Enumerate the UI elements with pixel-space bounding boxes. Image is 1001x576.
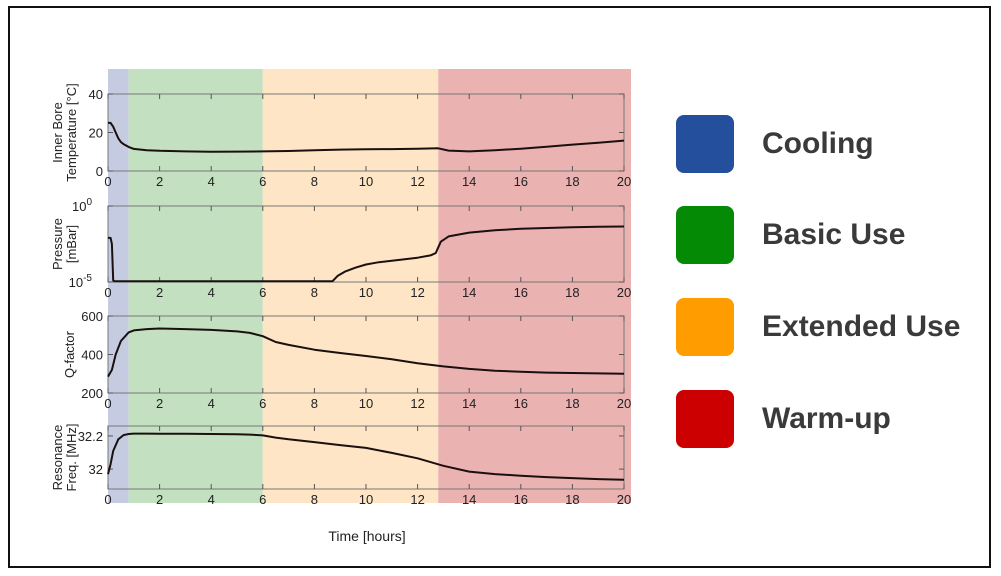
x-tick-label: 18	[565, 492, 579, 507]
y-axis-label: Freq. [MHz]	[64, 424, 79, 492]
panel-1: 0 2 4 6 8 10 12 14 16 18 20 0 20 40 Inner Bore Temperat…	[50, 83, 631, 189]
x-tick-label: 20	[617, 174, 631, 189]
x-tick-label: 14	[462, 396, 476, 411]
x-tick-label: 6	[259, 492, 266, 507]
x-axis-label: Time [hours]	[328, 528, 405, 544]
legend-swatch-cooling	[676, 115, 734, 173]
x-tick-label: 10	[359, 492, 373, 507]
x-tick-label: 4	[208, 492, 215, 507]
x-tick-label: 4	[208, 174, 215, 189]
x-tick-label: 2	[156, 174, 163, 189]
x-tick-label: 0	[104, 492, 111, 507]
x-tick-label: 18	[565, 174, 579, 189]
x-tick-label: 8	[311, 396, 318, 411]
x-tick-label: 4	[208, 285, 215, 300]
data-line	[108, 121, 625, 153]
y-axis-label: Pressure	[50, 218, 65, 270]
x-tick-label: 16	[514, 492, 528, 507]
x-tick-label: 10	[359, 396, 373, 411]
phase-backgrounds	[108, 69, 631, 503]
y-tick-label: 200	[81, 386, 103, 401]
x-tick-label: 6	[259, 174, 266, 189]
x-tick-label: 8	[311, 492, 318, 507]
x-tick-label: 4	[208, 396, 215, 411]
y-tick-label: 20	[89, 126, 103, 141]
x-tick-label: 14	[462, 492, 476, 507]
legend-label-extended-use: Extended Use	[762, 310, 961, 343]
x-tick-label: 6	[259, 285, 266, 300]
data-line	[108, 225, 625, 283]
x-tick-label: 20	[617, 396, 631, 411]
x-tick-label: 16	[514, 285, 528, 300]
x-tick-label: 8	[311, 174, 318, 189]
y-axis-label: Resonance	[50, 425, 65, 491]
y-tick-label: 40	[89, 87, 103, 102]
x-tick-label: 10	[359, 285, 373, 300]
y-tick-label: 10-5	[69, 273, 93, 290]
x-tick-label: 20	[617, 285, 631, 300]
data-line	[107, 432, 625, 481]
panel-2: 0 2 4 6 8 10 12 14 16 18 20 10-5 100 Pressure [mBar]	[50, 197, 631, 300]
y-tick-label: 32.2	[78, 429, 103, 444]
legend-swatch-extended-use	[676, 298, 734, 356]
x-tick-label: 0	[104, 396, 111, 411]
y-axis-label: Q-factor	[62, 330, 77, 378]
phase-band-cooling	[108, 69, 129, 503]
x-tick-label: 10	[359, 174, 373, 189]
x-tick-label: 16	[514, 174, 528, 189]
legend-label-warm-up: Warm-up	[762, 402, 891, 435]
y-tick-label: 400	[81, 348, 103, 363]
legend-label-basic-use: Basic Use	[762, 218, 906, 251]
x-tick-label: 2	[156, 492, 163, 507]
legend-swatch-basic-use	[676, 206, 734, 264]
data-line	[107, 327, 625, 378]
x-tick-label: 6	[259, 396, 266, 411]
x-tick-label: 18	[565, 285, 579, 300]
x-tick-label: 2	[156, 285, 163, 300]
y-tick-label: 0	[96, 164, 103, 179]
y-axis-label: Inner Bore	[50, 102, 65, 163]
x-tick-label: 12	[410, 285, 424, 300]
phase-band-basic-use	[128, 69, 263, 503]
y-axis-label: Temperature [°C]	[64, 83, 79, 181]
x-tick-label: 20	[617, 492, 631, 507]
legend-swatch-warm-up	[676, 390, 734, 448]
x-tick-label: 14	[462, 174, 476, 189]
x-tick-label: 16	[514, 396, 528, 411]
x-tick-label: 12	[410, 396, 424, 411]
x-tick-label: 8	[311, 285, 318, 300]
y-tick-label: 600	[81, 309, 103, 324]
y-tick-exponent: -5	[83, 273, 92, 284]
x-tick-label: 0	[104, 285, 111, 300]
y-tick-label: 100	[72, 197, 92, 214]
panel-4: 0 2 4 6 8 10 12 14 16 18 20 32 32.2 Resonance Freq. [M…	[50, 424, 631, 507]
x-tick-label: 12	[410, 174, 424, 189]
phase-band-warm-up	[438, 69, 631, 503]
legend-label-cooling: Cooling	[762, 127, 874, 160]
x-tick-label: 0	[104, 174, 111, 189]
y-axis-label: [mBar]	[64, 225, 79, 263]
y-tick-exponent: 0	[86, 197, 92, 208]
x-tick-label: 14	[462, 285, 476, 300]
x-tick-label: 2	[156, 396, 163, 411]
y-tick-label: 32	[89, 462, 103, 477]
phase-band-extended-use	[262, 69, 439, 503]
panel-3: 0 2 4 6 8 10 12 14 16 18 20 200 400 600 Q-factor	[62, 309, 631, 411]
x-tick-label: 12	[410, 492, 424, 507]
x-tick-label: 18	[565, 396, 579, 411]
